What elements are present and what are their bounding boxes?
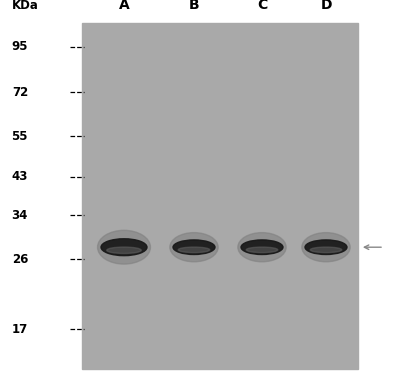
Text: 95: 95 (12, 40, 28, 53)
Ellipse shape (107, 247, 141, 253)
Ellipse shape (98, 230, 150, 264)
Text: 43: 43 (12, 170, 28, 183)
Ellipse shape (173, 240, 215, 255)
Ellipse shape (310, 247, 342, 253)
Text: 17: 17 (12, 323, 28, 336)
Ellipse shape (241, 240, 283, 255)
Ellipse shape (238, 233, 286, 262)
Text: KDa: KDa (12, 0, 39, 12)
Text: 72: 72 (12, 86, 28, 99)
Text: D: D (320, 0, 332, 12)
Bar (82, 23, 358, 369)
Text: 26: 26 (12, 253, 28, 266)
Ellipse shape (246, 247, 278, 253)
Ellipse shape (302, 233, 350, 262)
Ellipse shape (170, 233, 218, 262)
Text: B: B (189, 0, 199, 12)
Text: 34: 34 (12, 209, 28, 222)
Text: A: A (119, 0, 129, 12)
Text: C: C (257, 0, 267, 12)
Ellipse shape (305, 240, 347, 255)
Text: 55: 55 (12, 130, 28, 143)
Ellipse shape (178, 247, 210, 253)
Ellipse shape (101, 239, 147, 256)
